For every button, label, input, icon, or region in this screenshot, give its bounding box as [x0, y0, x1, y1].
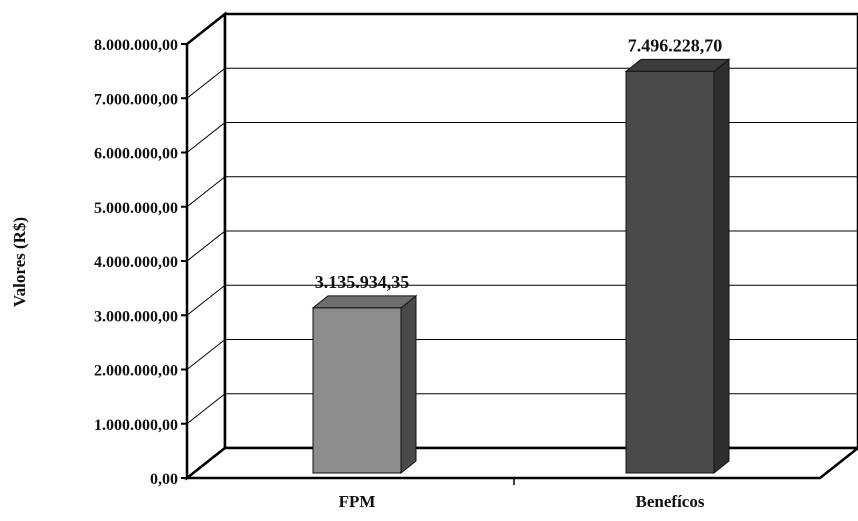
bar-front — [312, 307, 402, 474]
bars — [311, 58, 731, 475]
gridline-side — [186, 284, 226, 316]
y-tick-label: 3.000.000,00 — [94, 308, 178, 325]
y-tick-label: 8.000.000,00 — [94, 37, 178, 54]
gridline-side — [186, 393, 226, 425]
bar-top — [624, 58, 731, 72]
y-tick-label: 4.000.000,00 — [94, 254, 178, 271]
bar-side — [713, 58, 730, 475]
bar-front — [625, 70, 715, 474]
data-labels: 3.135.934,35 7.496.228,70 — [315, 35, 723, 292]
category-label: Benefícos — [636, 492, 705, 511]
floor — [183, 446, 858, 480]
y-axis-title: Valores (R$) — [10, 217, 29, 307]
y-tick-label: 2.000.000,00 — [94, 363, 178, 380]
gridline-side — [186, 230, 226, 262]
gridline-side — [186, 339, 226, 370]
category-labels: FPM Benefícos — [339, 478, 705, 511]
y-tick-labels: 0,00 1.000.000,00 2.000.000,00 3.000.000,00… — [94, 37, 187, 488]
y-tick-label: 6.000.000,00 — [94, 146, 178, 163]
y-tick-label: 0,00 — [150, 471, 178, 488]
gridlines — [186, 67, 858, 425]
bar-benefícos — [624, 58, 731, 475]
y-tick-label: 7.000.000,00 — [94, 91, 178, 108]
chart-walls — [183, 11, 858, 481]
bar-fpm — [311, 294, 418, 475]
data-label: 3.135.934,35 — [315, 272, 410, 292]
bar-side — [400, 294, 417, 475]
gridline-side — [186, 122, 226, 153]
data-label: 7.496.228,70 — [628, 35, 723, 55]
y-tick-label: 1.000.000,00 — [94, 417, 178, 434]
category-label: FPM — [339, 492, 376, 511]
y-tick-label: 5.000.000,00 — [94, 200, 178, 217]
bar-top — [311, 295, 418, 309]
gridline-side — [186, 176, 226, 208]
gridline-side — [186, 67, 226, 99]
